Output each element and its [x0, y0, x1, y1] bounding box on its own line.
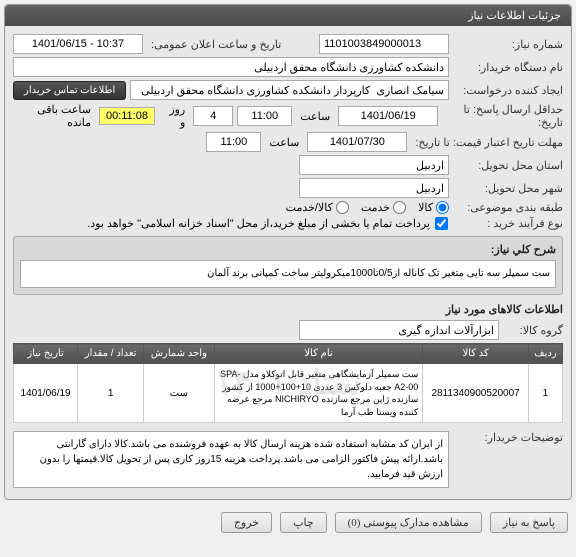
- table-container: ردیف کد کالا نام کالا واحد شمارش تعداد /…: [13, 343, 563, 423]
- province-field[interactable]: [299, 155, 449, 175]
- radio-goods[interactable]: کالا: [418, 201, 449, 214]
- cell-unit: ست: [144, 364, 215, 423]
- items-table: ردیف کد کالا نام کالا واحد شمارش تعداد /…: [13, 343, 563, 423]
- row-deadline: حداقل ارسال پاسخ: تا تاریخ: ساعت روز و 0…: [13, 103, 563, 129]
- row-category: طبقه بندی موضوعی: کالا خدمت کالا/خدمت: [13, 201, 563, 214]
- announce-field[interactable]: [13, 34, 143, 54]
- remaining-time: 00:11:08: [99, 107, 155, 125]
- cell-idx: 1: [528, 364, 562, 423]
- deadline-label: حداقل ارسال پاسخ: تا تاریخ:: [442, 103, 563, 129]
- notes-label: توضیحات خریدار:: [453, 431, 563, 444]
- radio-service[interactable]: خدمت: [361, 201, 406, 214]
- cell-qty: 1: [78, 364, 144, 423]
- details-panel: جزئیات اطلاعات نیاز شماره نیاز: تاریخ و …: [4, 4, 572, 500]
- row-requester: ایجاد کننده درخواست: اطلاعات تماس خریدار: [13, 80, 563, 100]
- validity-hour-label: ساعت: [265, 136, 303, 149]
- row-city: شهر محل تحویل:: [13, 178, 563, 198]
- deadline-days[interactable]: [193, 106, 233, 126]
- panel-title: جزئیات اطلاعات نیاز: [5, 5, 571, 26]
- row-notes: توضیحات خریدار: از ایران کد مشابه استفاد…: [13, 431, 563, 488]
- city-field[interactable]: [299, 178, 449, 198]
- deadline-hour[interactable]: [237, 106, 292, 126]
- attachments-button[interactable]: مشاهده مدارک پیوستی (0): [335, 512, 482, 533]
- need-number-field[interactable]: [319, 34, 449, 54]
- remaining-label: ساعت باقی مانده: [13, 103, 95, 129]
- contact-buyer-button[interactable]: اطلاعات تماس خریدار: [13, 81, 126, 100]
- summary-text: ست سمپلر سه تایی متغیر تک کاناله از0/5تا…: [20, 260, 556, 288]
- row-group: گروه کالا:: [13, 320, 563, 340]
- row-province: استان محل تحویل:: [13, 155, 563, 175]
- buyer-field[interactable]: [13, 57, 449, 77]
- th-unit: واحد شمارش: [144, 344, 215, 364]
- requester-label: ایجاد کننده درخواست:: [453, 84, 563, 97]
- category-label: طبقه بندی موضوعی:: [453, 201, 563, 214]
- radio-goods-service[interactable]: کالا/خدمت: [286, 201, 349, 214]
- th-code: کد کالا: [423, 344, 529, 364]
- category-radios: کالا خدمت کالا/خدمت: [286, 201, 449, 214]
- row-validity: مهلت تاریخ اعتبار قیمت: تا تاریخ: ساعت: [13, 132, 563, 152]
- summary-label: شرح کلي نیاز:: [20, 243, 556, 256]
- province-label: استان محل تحویل:: [453, 159, 563, 172]
- validity-date[interactable]: [307, 132, 407, 152]
- cell-code: 2811340900520007: [423, 364, 529, 423]
- validity-label: مهلت تاریخ اعتبار قیمت: تا تاریخ:: [411, 136, 563, 149]
- reply-button[interactable]: پاسخ به نیاز: [490, 512, 568, 533]
- th-date: تاریخ نیاز: [14, 344, 78, 364]
- th-idx: ردیف: [528, 344, 562, 364]
- th-qty: تعداد / مقدار: [78, 344, 144, 364]
- announce-label: تاریخ و ساعت اعلان عمومی:: [147, 38, 315, 51]
- close-button[interactable]: خروج: [221, 512, 272, 533]
- purchase-checkbox[interactable]: [435, 217, 448, 230]
- row-need-number: شماره نیاز: تاریخ و ساعت اعلان عمومی:: [13, 34, 563, 54]
- deadline-date[interactable]: [338, 106, 438, 126]
- cell-date: 1401/06/19: [14, 364, 78, 423]
- purchase-note: پرداخت تمام یا بخشی از مبلغ خرید،از محل …: [87, 217, 430, 230]
- print-button[interactable]: چاپ: [280, 512, 327, 533]
- row-buyer: نام دستگاه خریدار:: [13, 57, 563, 77]
- table-header-row: ردیف کد کالا نام کالا واحد شمارش تعداد /…: [14, 344, 563, 364]
- notes-text: از ایران کد مشابه استفاده شده هزینه ارسا…: [13, 431, 449, 488]
- city-label: شهر محل تحویل:: [453, 182, 563, 195]
- group-label: گروه کالا:: [503, 324, 563, 337]
- validity-time[interactable]: [206, 132, 261, 152]
- deadline-days-label: روز و: [159, 103, 189, 129]
- th-name: نام کالا: [214, 344, 423, 364]
- panel-body: شماره نیاز: تاریخ و ساعت اعلان عمومی: نا…: [5, 26, 571, 499]
- footer-buttons: پاسخ به نیاز مشاهده مدارک پیوستی (0) چاپ…: [0, 504, 576, 541]
- requester-field[interactable]: [130, 80, 449, 100]
- buyer-label: نام دستگاه خریدار:: [453, 61, 563, 74]
- deadline-hour-label: ساعت: [296, 110, 334, 123]
- row-purchase-type: نوع فرآیند خرید : پرداخت تمام یا بخشی از…: [13, 217, 563, 230]
- items-section-label: اطلاعات کالاهای مورد نیاز: [13, 303, 563, 316]
- purchase-type-label: نوع فرآیند خرید :: [453, 217, 563, 230]
- group-field[interactable]: [299, 320, 499, 340]
- table-row[interactable]: 1 2811340900520007 ست سمپلر آزمایشگاهی م…: [14, 364, 563, 423]
- need-number-label: شماره نیاز:: [453, 38, 563, 51]
- cell-name: ست سمپلر آزمایشگاهی متغیر قابل اتوکلاو م…: [214, 364, 423, 423]
- summary-panel: شرح کلي نیاز: ست سمپلر سه تایی متغیر تک …: [13, 236, 563, 295]
